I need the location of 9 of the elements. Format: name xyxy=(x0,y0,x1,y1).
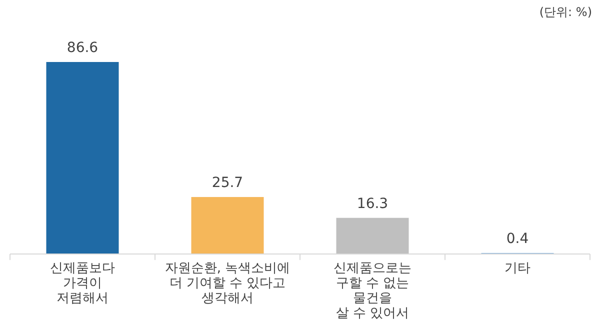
data-label: 25.7 xyxy=(212,175,244,192)
x-tick-label: 기타 xyxy=(504,261,530,276)
x-tick-label: 신제품으로는 구할 수 없는 물건을 살 수 있어서 xyxy=(334,261,412,321)
text: (단위: %) xyxy=(539,5,592,19)
data-label: 16.3 xyxy=(356,196,388,212)
data-label: 86.6 xyxy=(66,40,98,56)
x-tick-label: 신제품보다 가격이 저렴해서 xyxy=(50,261,115,306)
data-label: 0.4 xyxy=(506,231,529,248)
x-tick-label: 자원순환, 녹색소비에 더 기여할 수 있다고 생각해서 xyxy=(164,261,290,306)
